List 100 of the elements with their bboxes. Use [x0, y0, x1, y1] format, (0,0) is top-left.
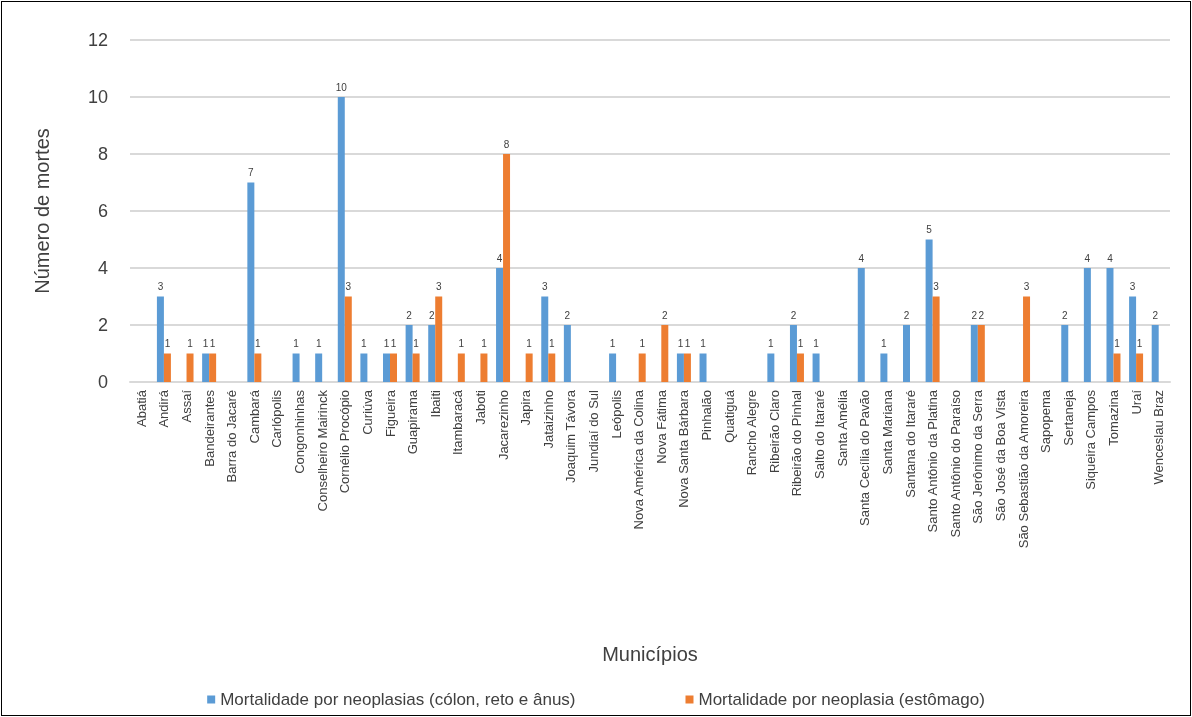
bar	[880, 353, 888, 382]
x-tick-label: Abatiá	[133, 389, 149, 427]
bar	[812, 353, 820, 382]
data-label: 2	[1152, 309, 1159, 321]
data-label: 2	[1061, 309, 1068, 321]
x-tick-label: Itambaracá	[450, 389, 466, 456]
data-label: 2	[978, 309, 985, 321]
bar	[609, 353, 617, 382]
x-tick-label: Nova América da Colina	[631, 389, 647, 530]
x-tick-label: Andirá	[156, 389, 172, 428]
bar	[683, 353, 691, 382]
bar	[405, 325, 413, 382]
bar	[457, 353, 465, 382]
data-label: 1	[209, 338, 216, 349]
bar	[1061, 325, 1069, 382]
bar	[163, 353, 171, 382]
bar	[1023, 296, 1031, 382]
x-tick-label: Sertaneja	[1060, 389, 1076, 446]
bar	[435, 296, 443, 382]
data-label: 3	[1023, 281, 1030, 292]
x-tick-label: Barra do Jacaré	[224, 390, 240, 483]
x-tick-label: Pinhalão	[699, 390, 715, 441]
data-label: 2	[406, 309, 413, 321]
x-tick-label: Leópolis	[608, 389, 624, 439]
x-tick-label: Santa Mariana	[879, 389, 895, 475]
bar	[932, 296, 940, 382]
data-label: 4	[1084, 252, 1091, 264]
data-label: 2	[428, 309, 435, 321]
data-label: 5	[926, 224, 933, 235]
bar	[186, 353, 194, 382]
x-tick-label: Jacarezinho	[495, 390, 511, 461]
x-tick-label: Santo Antônio da Platina	[925, 389, 941, 533]
legend-label: Mortalidade por neoplasia (estômago)	[698, 690, 985, 709]
x-tick-label: Japira	[518, 389, 534, 426]
x-tick-label: São José da Boa Vista	[992, 389, 1008, 522]
bar	[676, 353, 684, 382]
data-label: 8	[503, 138, 510, 150]
data-label: 1	[526, 338, 533, 349]
data-label: 10	[335, 81, 348, 93]
data-label: 1	[383, 338, 390, 349]
data-label: 4	[858, 252, 865, 264]
data-label: 1	[202, 338, 209, 349]
data-label: 3	[541, 281, 548, 292]
data-label: 4	[496, 252, 503, 264]
x-tick-label: Ibaiti	[427, 389, 443, 418]
bar	[1083, 268, 1091, 382]
bar	[925, 239, 933, 382]
bar	[767, 353, 775, 382]
bar	[638, 353, 646, 382]
data-label: 1	[481, 338, 488, 349]
bar	[903, 325, 910, 382]
bar	[360, 353, 368, 382]
data-label: 1	[768, 338, 775, 349]
bar	[315, 353, 323, 382]
x-tick-label: Ribeirão Claro	[766, 390, 782, 474]
x-tick-label: Assaí	[179, 389, 195, 423]
bar	[247, 182, 255, 382]
bar	[412, 353, 420, 382]
bar	[292, 353, 300, 382]
data-label: 2	[790, 309, 797, 321]
bar	[337, 97, 345, 382]
data-label: 2	[903, 309, 910, 321]
x-tick-label: Nova Santa Bárbara	[676, 389, 692, 508]
bar	[156, 296, 164, 382]
x-tick-label: Conselheiro Mairinck	[314, 389, 330, 512]
data-label: 1	[458, 338, 465, 349]
x-tick-label: Ribeirão do Pinhal	[789, 389, 805, 497]
data-label: 7	[248, 167, 255, 178]
x-tick-label: São Sebastião da Amoreira	[1015, 389, 1031, 549]
data-label: 1	[361, 338, 368, 349]
data-label: 4	[1107, 252, 1114, 264]
x-tick-label: Uraí	[1128, 389, 1144, 415]
bar	[525, 353, 533, 382]
bar	[699, 353, 707, 382]
bar	[1129, 296, 1137, 382]
x-tick-label: Santa Cecília do Pavão	[857, 390, 873, 526]
y-tick-label: 2	[97, 315, 108, 335]
x-tick-label: Nova Fátima	[653, 389, 669, 464]
bar	[202, 353, 210, 382]
legend-label: Mortalidade por neoplasias (cólon, reto e ânus)	[220, 690, 576, 709]
y-tick-label: 10	[87, 87, 108, 107]
bar	[1106, 268, 1114, 382]
data-label: 1	[609, 338, 616, 349]
data-label: 1	[813, 338, 820, 349]
x-tick-label: Cornélio Procópio	[337, 390, 353, 494]
data-label: 1	[639, 338, 646, 349]
bar	[1151, 325, 1159, 382]
x-tick-label: Santana do Itararé	[902, 390, 918, 498]
data-label: 1	[1114, 338, 1121, 349]
bar	[1136, 353, 1144, 382]
x-tick-label: Guapirama	[405, 389, 421, 455]
bar	[503, 154, 511, 382]
bar	[1113, 353, 1121, 382]
data-label: 2	[564, 309, 571, 321]
x-tick-label: Quatiguá	[721, 389, 737, 443]
bar	[857, 268, 865, 382]
bar	[977, 325, 985, 382]
data-label: 1	[548, 338, 555, 349]
x-tick-label: Curiúva	[359, 389, 375, 435]
bar	[480, 353, 488, 382]
